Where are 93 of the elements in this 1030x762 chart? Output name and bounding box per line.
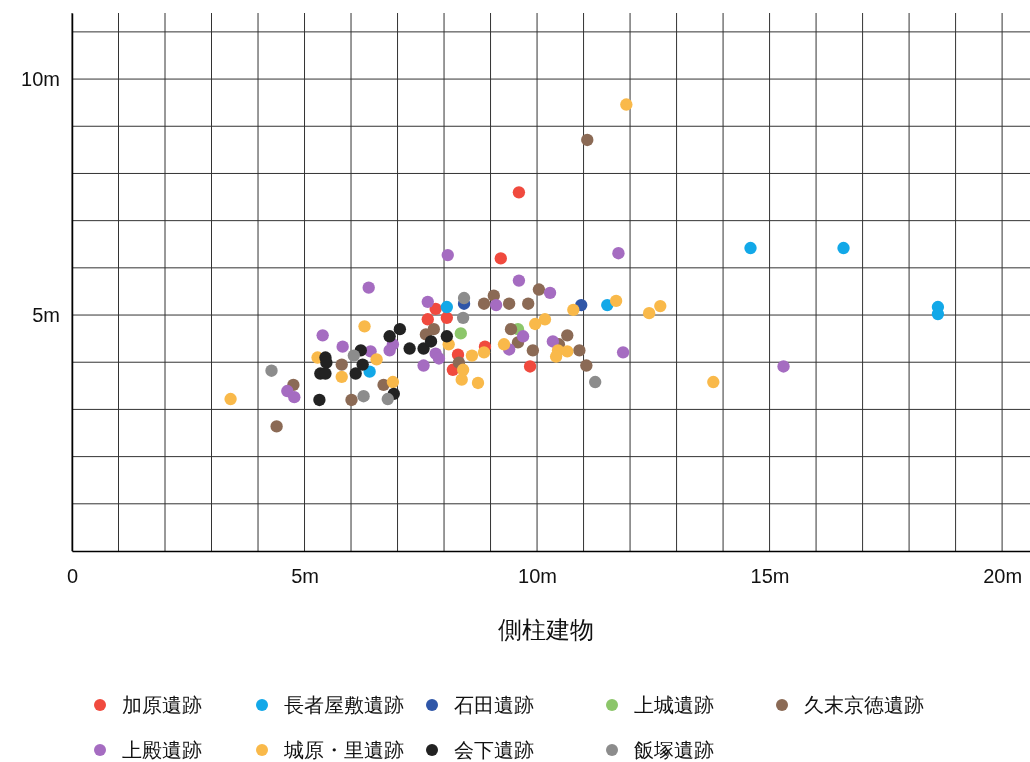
point (580, 359, 593, 372)
point (440, 330, 454, 343)
point (543, 286, 557, 300)
point (573, 344, 586, 357)
legend-label: 上城遺跡 (634, 693, 714, 717)
point (386, 375, 400, 389)
point (516, 330, 530, 343)
point (403, 342, 416, 355)
point (370, 353, 383, 366)
point (429, 302, 442, 316)
point (454, 327, 467, 340)
point (777, 360, 790, 373)
point (477, 346, 491, 359)
point (526, 344, 540, 357)
point (456, 363, 470, 376)
point (358, 320, 371, 333)
point (654, 299, 667, 313)
point (356, 358, 369, 371)
legend-label: 上殿遺跡 (122, 738, 202, 762)
point (457, 291, 471, 305)
x-axis-title: 側柱建物 (498, 616, 594, 644)
point (345, 393, 358, 407)
legend-label: 長者屋敷遺跡 (284, 693, 404, 717)
point (440, 311, 454, 325)
point (512, 186, 526, 199)
point (421, 295, 434, 308)
point (744, 241, 757, 255)
point (465, 349, 479, 362)
point (288, 390, 301, 404)
x-tick-label: 20m (983, 565, 1023, 588)
point (381, 392, 394, 406)
point (523, 360, 537, 373)
point (349, 367, 362, 380)
point (316, 329, 329, 342)
point (609, 294, 623, 308)
point (432, 352, 446, 365)
point (383, 330, 396, 343)
point (383, 344, 396, 357)
point (456, 311, 470, 325)
point (532, 283, 546, 296)
point (589, 375, 602, 389)
point (529, 317, 542, 331)
point (612, 247, 625, 260)
point (502, 297, 516, 310)
point (477, 297, 491, 310)
point (427, 323, 440, 336)
point (616, 346, 630, 359)
point (512, 274, 526, 287)
point (581, 133, 594, 147)
point (357, 390, 370, 403)
point (567, 303, 580, 317)
point (335, 370, 348, 384)
point (265, 364, 278, 377)
point (471, 376, 485, 390)
point (561, 345, 574, 358)
point (417, 342, 430, 355)
point (440, 300, 454, 314)
point (837, 241, 850, 255)
point (494, 252, 507, 265)
point (362, 281, 375, 294)
point (522, 297, 535, 310)
point (417, 359, 430, 372)
point (347, 349, 360, 362)
point (455, 373, 468, 386)
point (270, 420, 283, 433)
x-tick-label: 15m (750, 565, 790, 588)
point (538, 313, 552, 326)
x-tick-label: 5m (291, 565, 319, 588)
point (561, 329, 574, 342)
x-tick-label: 10m (518, 565, 557, 588)
point (642, 306, 656, 320)
point (313, 393, 326, 407)
point (497, 338, 511, 351)
point (424, 335, 438, 348)
point (707, 375, 720, 389)
point (335, 358, 348, 371)
point (421, 313, 434, 326)
legend-label: 加原遺跡 (122, 693, 202, 717)
x-tick-label: 0 (66, 565, 79, 588)
legend-label: 城原・里遺跡 (283, 738, 404, 762)
point (224, 392, 237, 406)
point (549, 350, 563, 363)
legend-label: 石田遺跡 (454, 693, 534, 717)
point (504, 323, 518, 336)
point (441, 248, 454, 262)
legend-label: 会下遺跡 (454, 738, 534, 762)
point (620, 98, 633, 111)
point (546, 335, 560, 348)
legend-label: 久末京徳遺跡 (804, 693, 924, 717)
point (336, 340, 349, 353)
point (489, 298, 503, 312)
point (393, 323, 407, 336)
legend-label: 飯塚遺跡 (634, 738, 714, 762)
